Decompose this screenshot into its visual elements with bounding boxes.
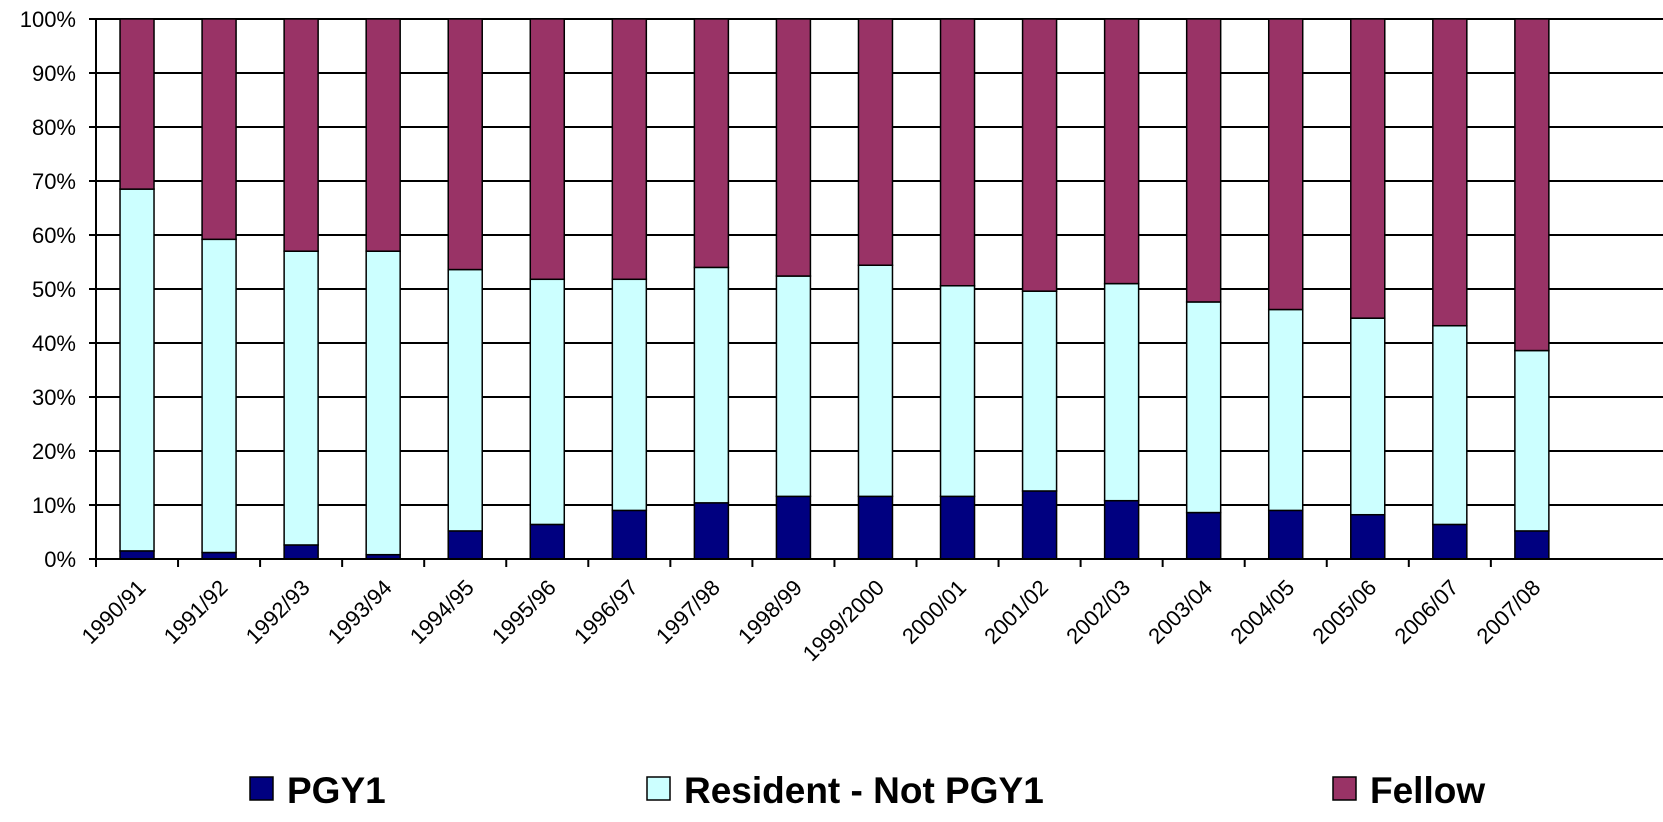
y-tick-label: 60% <box>32 223 76 248</box>
bar-segment <box>1514 530 1550 560</box>
bar-segment <box>447 268 483 532</box>
bar-segment <box>283 18 319 252</box>
bar-segment <box>1432 523 1468 560</box>
legend-swatch <box>646 776 671 801</box>
x-tick-label: 1990/91 <box>77 575 151 649</box>
y-tick-label: 90% <box>32 61 76 86</box>
bar-segment <box>693 266 730 504</box>
bar-segment <box>283 250 319 546</box>
bar-segment <box>1021 18 1058 292</box>
bar-segment <box>939 285 976 498</box>
bar-segment <box>1267 509 1304 560</box>
y-tick-label: 30% <box>32 385 76 410</box>
legend-swatch <box>1332 776 1357 801</box>
y-tick-labels: 0% 10% 20% 30% 40% 50% 60% 70% 80% 90% 100% <box>20 7 76 572</box>
legend-swatch <box>249 776 274 801</box>
bar-segment <box>775 18 812 277</box>
bar-segment <box>1267 308 1304 512</box>
legend-label: Resident - Not PGY1 <box>684 770 1044 811</box>
bar-segment <box>1267 18 1304 311</box>
x-tick-label: 1993/94 <box>323 575 397 649</box>
y-tick-label: 70% <box>32 169 76 194</box>
bar-segment <box>1514 349 1550 532</box>
y-tick-label: 50% <box>32 277 76 302</box>
bar-segment <box>365 18 401 252</box>
bar-segment <box>939 495 976 560</box>
bar-segment <box>1350 18 1386 319</box>
bar-segment <box>693 18 730 269</box>
bar-segment <box>529 18 566 281</box>
bar-segment <box>1185 301 1222 514</box>
x-tick-label: 1995/96 <box>487 575 561 649</box>
x-tick-label: 2004/05 <box>1225 575 1299 649</box>
legend-label: Fellow <box>1370 770 1485 811</box>
bar-segment <box>611 509 648 560</box>
x-tick-label: 2003/04 <box>1143 575 1217 649</box>
bar-segment <box>201 238 237 554</box>
legend: PGY1 Resident - Not PGY1 Fellow <box>249 770 1485 811</box>
bar-segment <box>283 544 319 560</box>
bar-segment <box>447 530 483 560</box>
bar-segment <box>939 18 976 287</box>
bar-segment <box>1350 513 1386 560</box>
bar-segment <box>1432 324 1468 526</box>
x-tick-labels: 1990/91 1991/92 1992/93 1993/94 1994/95 1995/… <box>77 575 1546 666</box>
bar-segment <box>1185 511 1222 560</box>
x-tick-label: 2005/06 <box>1307 575 1381 649</box>
bar-segment <box>529 523 566 560</box>
bar-segment <box>611 18 648 281</box>
bar-segment <box>447 18 483 271</box>
y-tick-label: 40% <box>32 331 76 356</box>
bar-segment <box>1103 282 1140 502</box>
bar-segment <box>693 502 730 560</box>
x-tick-label: 2002/03 <box>1061 575 1135 649</box>
x-tick-label: 1992/93 <box>241 575 315 649</box>
bars <box>119 18 1550 560</box>
bar-segment <box>1350 317 1386 516</box>
x-tick-label: 2007/08 <box>1471 575 1545 649</box>
x-tick-label: 1999/2000 <box>798 575 889 666</box>
bar-segment <box>775 275 812 498</box>
bar-segment <box>1185 18 1222 303</box>
bar-segment <box>775 495 812 560</box>
x-tick-label: 1997/98 <box>651 575 725 649</box>
y-tick-label: 20% <box>32 439 76 464</box>
axes <box>89 18 1663 567</box>
bar-segment <box>119 18 155 190</box>
bar-segment <box>1432 18 1468 327</box>
y-tick-label: 0% <box>44 547 76 572</box>
x-tick-label: 1991/92 <box>159 575 233 649</box>
bar-segment <box>1514 18 1550 352</box>
y-tick-label: 100% <box>20 7 76 32</box>
x-tick-label: 2006/07 <box>1389 575 1463 649</box>
y-tick-label: 10% <box>32 493 76 518</box>
bar-segment <box>857 495 894 560</box>
x-tick-label: 2000/01 <box>897 575 971 649</box>
bar-segment <box>857 18 894 266</box>
bar-segment <box>1103 18 1140 285</box>
legend-label: PGY1 <box>287 770 386 811</box>
bar-segment <box>1021 490 1058 560</box>
y-tick-label: 80% <box>32 115 76 140</box>
bar-segment <box>529 278 566 526</box>
bar-segment <box>119 550 155 560</box>
x-tick-label: 1994/95 <box>405 575 479 649</box>
bar-segment <box>365 250 401 556</box>
bar-segment <box>201 18 237 241</box>
x-tick-label: 1998/99 <box>733 575 807 649</box>
bar-segment <box>857 264 894 498</box>
x-tick-label: 2001/02 <box>979 575 1053 649</box>
bar-segment <box>1021 290 1058 492</box>
x-tick-label: 1996/97 <box>569 575 643 649</box>
bar-segment <box>611 278 648 512</box>
bar-segment <box>1103 499 1140 560</box>
bar-segment <box>119 188 155 552</box>
